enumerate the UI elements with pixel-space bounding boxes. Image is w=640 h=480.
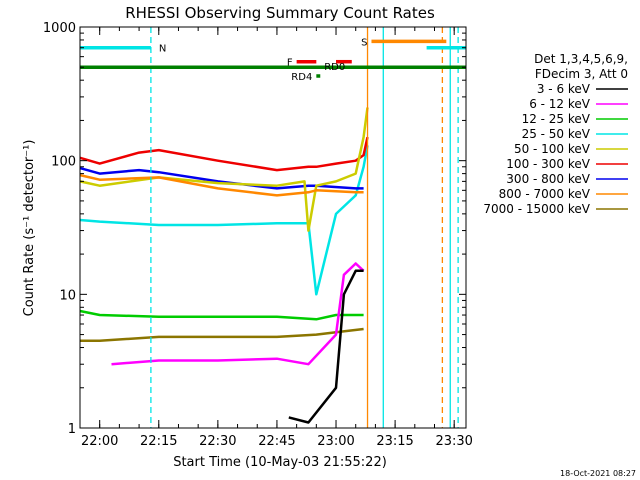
legend-entry-label: 50 - 100 keV bbox=[514, 142, 591, 156]
legend-entry-label: 3 - 6 keV bbox=[537, 82, 591, 96]
x-axis-label: Start Time (10-May-03 21:55:22) bbox=[173, 455, 387, 470]
y-tick-label: 1000 bbox=[43, 21, 76, 36]
series-line-2 bbox=[111, 262, 365, 366]
series-line-1 bbox=[80, 327, 364, 342]
flag-label-6: RD4 bbox=[291, 72, 312, 83]
plot-frame bbox=[79, 26, 467, 429]
y-tick-label: 10 bbox=[59, 288, 76, 303]
legend-entry-label: 25 - 50 keV bbox=[522, 127, 591, 141]
legend-header: Det 1,3,4,5,6,9, bbox=[534, 52, 628, 66]
legend-entry-label: 6 - 12 keV bbox=[529, 97, 591, 111]
legend-entry-label: 7000 - 15000 keV bbox=[483, 202, 590, 216]
marker-layer: N S F RD0 RD4 bbox=[80, 27, 466, 428]
y-tick-label: 100 bbox=[51, 155, 76, 170]
y-axis-label: Count Rate (s⁻¹ detector⁻¹) bbox=[22, 140, 37, 317]
series-line-0 bbox=[79, 309, 364, 321]
series-line-3 bbox=[288, 269, 364, 424]
flag-label-5: RD0 bbox=[324, 62, 345, 73]
series-line-8 bbox=[79, 173, 364, 197]
x-tick-label: 22:00 bbox=[81, 434, 118, 449]
legend-entry-label: 800 - 7000 keV bbox=[499, 187, 591, 201]
legend: Det 1,3,4,5,6,9,FDecim 3, Att 03 - 6 keV… bbox=[483, 52, 628, 216]
flag-label-2: S bbox=[361, 37, 367, 48]
timestamp: 18-Oct-2021 08:27 bbox=[560, 469, 636, 478]
series-line-5 bbox=[79, 136, 369, 172]
x-tick-label: 23:00 bbox=[317, 434, 354, 449]
series-line-4 bbox=[79, 145, 369, 296]
flag-label-0: N bbox=[159, 44, 166, 55]
x-tick-label: 22:15 bbox=[140, 434, 177, 449]
flag-label-3: F bbox=[287, 58, 293, 69]
legend-header: FDecim 3, Att 0 bbox=[535, 67, 628, 81]
legend-entry-label: 300 - 800 keV bbox=[506, 172, 590, 186]
x-tick-label: 22:30 bbox=[199, 434, 236, 449]
axis-layer: 1 10 100 1000 22:00 22:15 22:30 22:45 23:00 23:15… bbox=[43, 21, 473, 449]
legend-entry-label: 12 - 25 keV bbox=[522, 112, 591, 126]
series-line-7 bbox=[79, 107, 369, 232]
legend-entry-label: 100 - 300 keV bbox=[506, 157, 590, 171]
x-tick-label: 23:30 bbox=[435, 434, 472, 449]
y-tick-label: 1 bbox=[68, 422, 76, 437]
x-tick-label: 23:15 bbox=[376, 434, 413, 449]
x-tick-label: 22:45 bbox=[258, 434, 295, 449]
chart-title: RHESSI Observing Summary Count Rates bbox=[125, 4, 435, 22]
series-layer bbox=[79, 107, 369, 424]
